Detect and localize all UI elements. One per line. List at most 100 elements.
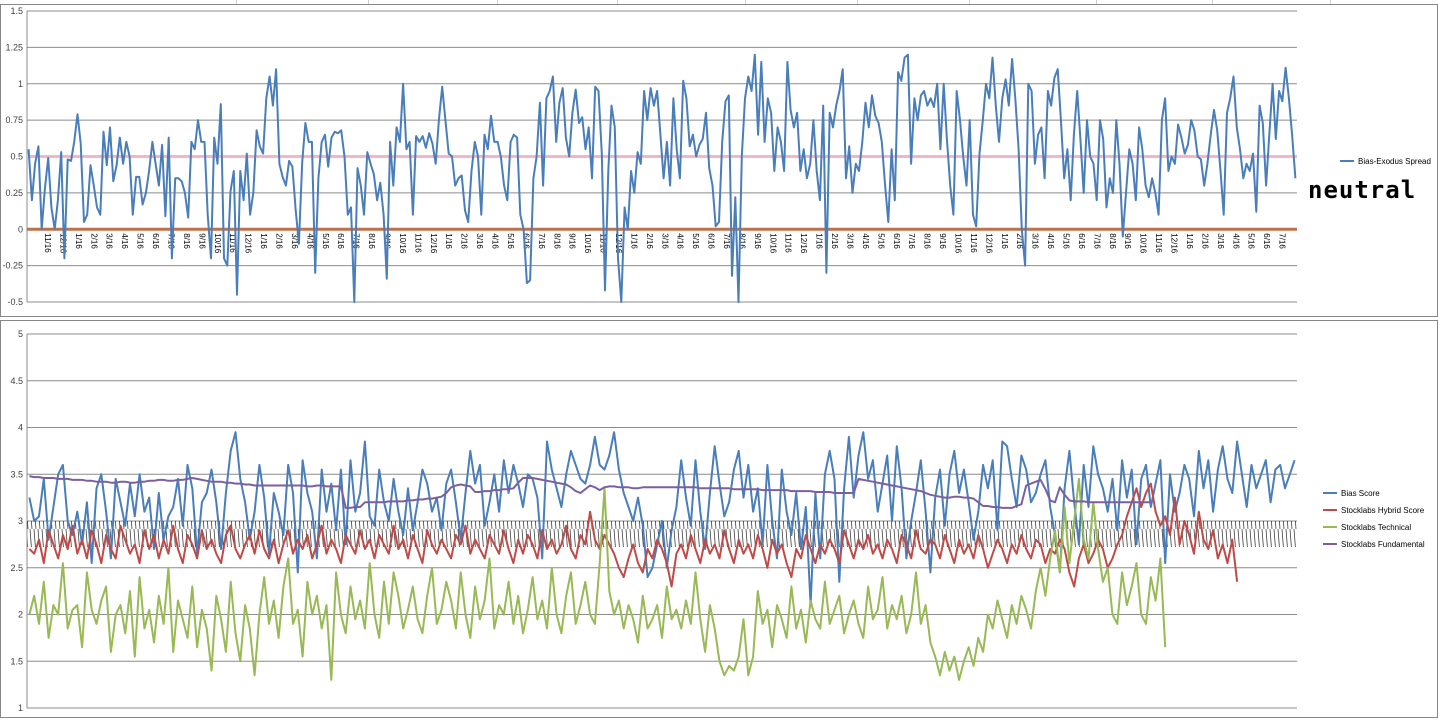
x-tick-label: 7/16 xyxy=(907,233,916,249)
y-tick-label: 5 xyxy=(18,329,23,339)
x-tick-label: 4/16 xyxy=(676,233,685,249)
x-tick-label: 11/16 xyxy=(43,233,52,253)
x-tick-label: 2/16 xyxy=(89,233,98,249)
legend-entry: Bias-Exodus Spread xyxy=(1358,157,1431,166)
x-tick-label: 5/16 xyxy=(1062,233,1071,249)
column-divider xyxy=(857,0,858,6)
y-tick-label: 1.5 xyxy=(10,656,23,666)
x-tick-label: 7/16 xyxy=(537,233,546,249)
series-line-stocklabs-technical xyxy=(28,477,1167,681)
legend-entry: Stocklabs Hybrid Score xyxy=(1341,506,1425,515)
x-tick-label: 6/16 xyxy=(1077,233,1086,249)
x-tick-label: 12/16 xyxy=(244,233,253,254)
column-divider xyxy=(497,0,498,6)
x-tick-label: 8/16 xyxy=(1108,233,1117,249)
y-tick-label: 0.75 xyxy=(5,115,23,125)
x-tick-label: 8/16 xyxy=(367,233,376,249)
x-tick-label: 5/16 xyxy=(136,233,145,249)
x-tick-label: 12/16 xyxy=(799,233,808,254)
x-tick-label: 1/16 xyxy=(444,233,453,249)
x-tick-label: 10/16 xyxy=(213,233,222,254)
y-tick-label: 4 xyxy=(18,423,23,433)
y-tick-label: 3 xyxy=(18,516,23,526)
x-tick-label: 11/16 xyxy=(784,233,793,253)
x-tick-label: 8/16 xyxy=(552,233,561,249)
x-tick-label: 2/16 xyxy=(1015,233,1024,249)
x-tick-label: 1/16 xyxy=(1000,233,1009,249)
x-tick-label: 9/16 xyxy=(938,233,947,249)
x-tick-label: 10/16 xyxy=(583,233,592,254)
x-tick-label: 3/16 xyxy=(1031,233,1040,249)
x-tick-label: 4/16 xyxy=(120,233,129,249)
x-tick-label: 2/16 xyxy=(274,233,283,249)
x-tick-label: 7/16 xyxy=(1092,233,1101,249)
series-line-stocklabs-fundamental xyxy=(29,475,1151,509)
x-tick-label: 11/16 xyxy=(969,233,978,253)
x-tick-label: 9/16 xyxy=(1123,233,1132,249)
column-divider xyxy=(617,0,618,6)
x-tick-label: 9/16 xyxy=(197,233,206,249)
y-tick-label: 2 xyxy=(18,610,23,620)
x-tick-label: 3/16 xyxy=(660,233,669,249)
x-tick-label: 3/16 xyxy=(845,233,854,249)
x-tick-label: 9/16 xyxy=(753,233,762,249)
y-tick-label: 0.25 xyxy=(5,188,23,198)
x-tick-label: 3/16 xyxy=(290,233,299,249)
y-tick-label: 3.5 xyxy=(10,469,23,479)
x-tick-label: 8/16 xyxy=(737,233,746,249)
x-tick-label: 6/16 xyxy=(707,233,716,249)
x-tick-label: 12/16 xyxy=(984,233,993,254)
x-tick-label: 11/16 xyxy=(413,233,422,253)
x-tick-label: 1/16 xyxy=(1185,233,1194,249)
y-tick-label: 0.5 xyxy=(10,152,23,162)
column-divider xyxy=(236,0,237,6)
spread-chart[interactable]: -0.5 -0.25 0 0.25 0.5 0.75 1 1.25 1.5 11/16 12/16 1… xyxy=(0,4,1438,317)
y-tick-label: 0 xyxy=(18,224,23,234)
neutral-annotation: neutral xyxy=(1308,176,1417,204)
x-tick-label: 5/16 xyxy=(691,233,700,249)
x-tick-label: 12/16 xyxy=(1170,233,1179,254)
y-tick-label: 1.5 xyxy=(10,6,23,16)
column-divider xyxy=(745,0,746,6)
x-tick-label: 4/16 xyxy=(305,233,314,249)
column-divider xyxy=(368,0,369,6)
y-tick-label: 4.5 xyxy=(10,376,23,386)
score-chart[interactable]: 1 1.5 2 2.5 3 3.5 4 4.5 5 Bias Score Stocklabs Hyb… xyxy=(0,320,1438,718)
y-tick-label: -0.25 xyxy=(2,261,23,271)
x-tick-label: 4/16 xyxy=(491,233,500,249)
x-tick-label: 4/16 xyxy=(861,233,870,249)
x-tick-label: 10/16 xyxy=(953,233,962,254)
series-line-bias-score xyxy=(28,431,1296,607)
x-tick-label: 2/16 xyxy=(1200,233,1209,249)
x-tick-label: 2/16 xyxy=(460,233,469,249)
x-tick-label: 5/16 xyxy=(321,233,330,249)
x-tick-label: 7/16 xyxy=(722,233,731,249)
series-line-bias-exodus-spread xyxy=(27,53,1297,303)
x-tick-label: 11/16 xyxy=(1154,233,1163,253)
x-tick-label: 12/16 xyxy=(429,233,438,254)
x-tick-label: 6/16 xyxy=(151,233,160,249)
spread-chart-svg: -0.5 -0.25 0 0.25 0.5 0.75 1 1.25 1.5 11/16 12/16 1… xyxy=(2,6,1431,307)
score-chart-svg: 1 1.5 2 2.5 3 3.5 4 4.5 5 Bias Score Stocklabs Hyb… xyxy=(10,329,1425,713)
x-tick-label: 4/16 xyxy=(1046,233,1055,249)
legend-entry: Stocklabs Fundamental xyxy=(1341,540,1425,549)
y-tick-label: 1 xyxy=(18,703,23,713)
column-divider xyxy=(1096,0,1097,6)
x-tick-label: 1/16 xyxy=(815,233,824,249)
legend-entry: Stocklabs Technical xyxy=(1341,523,1411,532)
column-divider xyxy=(1212,0,1213,6)
x-tick-label: 5/16 xyxy=(506,233,515,249)
legend-entry: Bias Score xyxy=(1341,489,1380,498)
x-tick-label: 6/16 xyxy=(336,233,345,249)
x-tick-label: 3/16 xyxy=(105,233,114,249)
x-tick-label: 2/16 xyxy=(645,233,654,249)
column-divider xyxy=(1330,0,1331,6)
y-tick-label: 2.5 xyxy=(10,563,23,573)
x-tick-label: 5/16 xyxy=(876,233,885,249)
x-tick-label: 6/16 xyxy=(892,233,901,249)
x-tick-label: 1/16 xyxy=(74,233,83,249)
x-tick-label: 5/16 xyxy=(1247,233,1256,249)
x-tick-label: 6/16 xyxy=(1262,233,1271,249)
x-tick-label: 3/16 xyxy=(1216,233,1225,249)
